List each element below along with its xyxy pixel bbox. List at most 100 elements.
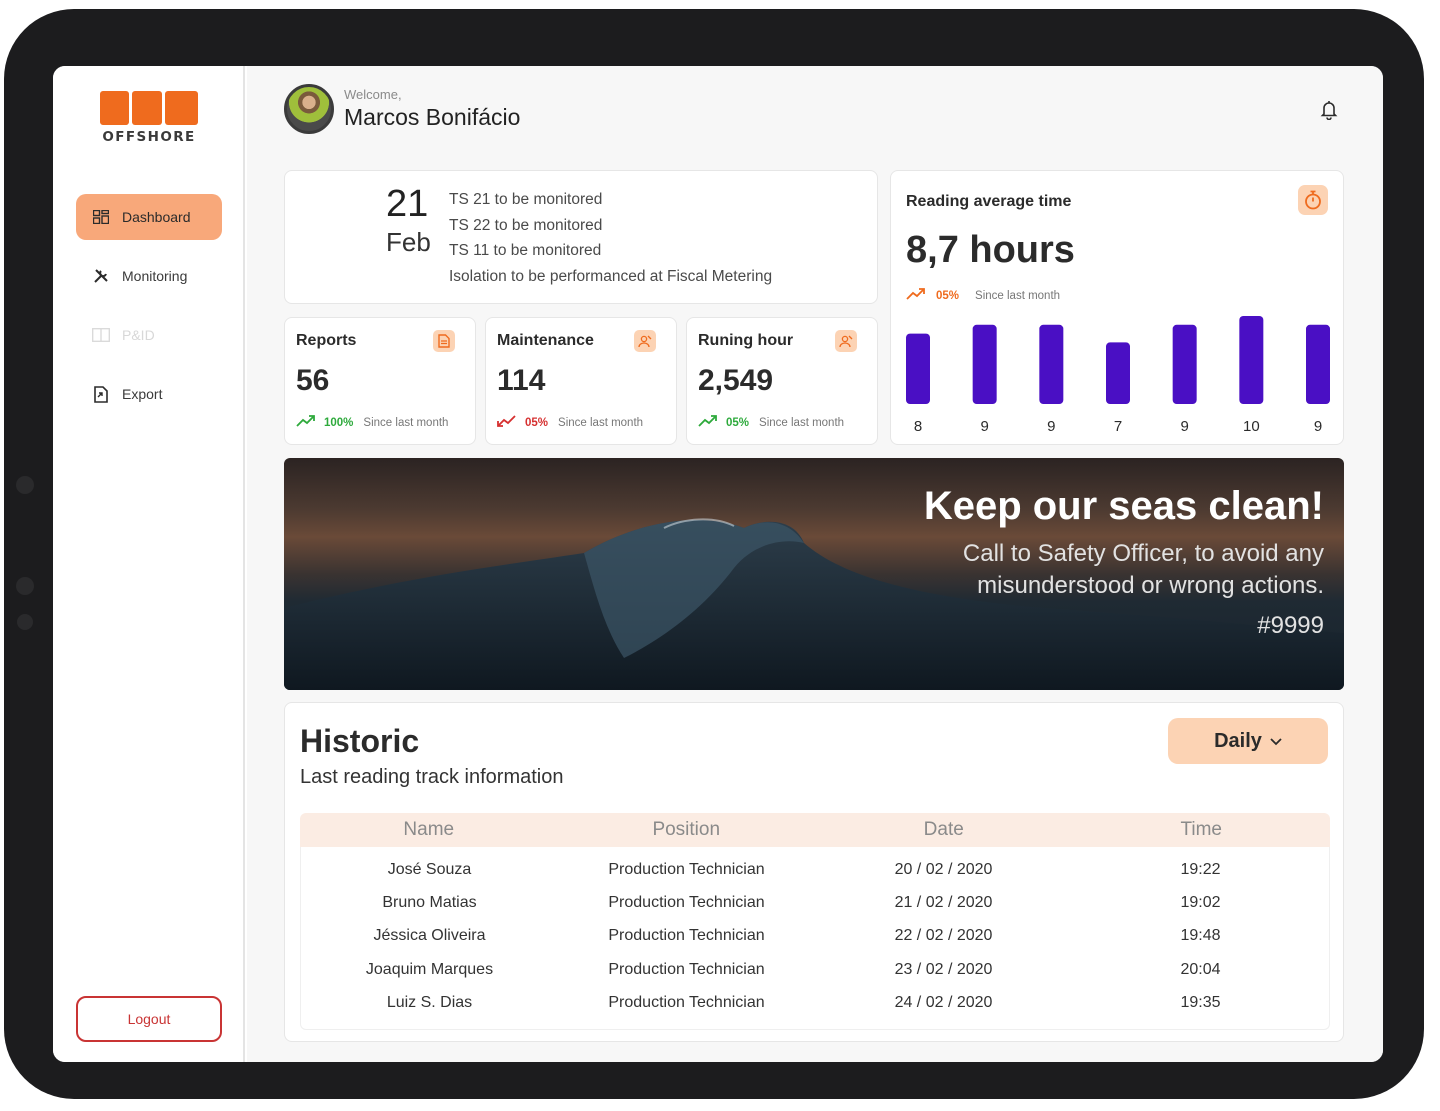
sidebar-item-label: P&ID [122,327,155,343]
task-item: TS 21 to be monitored [449,191,603,208]
stat-card-maintenance[interactable]: Maintenance 114 05% Since last month [485,317,677,445]
period-dropdown[interactable]: Daily [1168,718,1328,764]
welcome-label: Welcome, [344,87,402,102]
bar-value-label: 9 [1180,418,1188,435]
sidebar-item-label: Dashboard [122,209,191,225]
table-header: Name Position Date Time [300,813,1330,847]
task-item: Isolation to be performanced at Fiscal M… [449,267,773,285]
cell-time: 19:02 [1180,894,1221,912]
trend-up-icon [296,415,316,430]
historic-card: Historic Last reading track information … [284,702,1344,1042]
sidebar: OFFSHORE Dashboard Monitoring P&ID [53,66,245,1062]
dashboard-icon [92,208,110,226]
sensor-dot [16,577,34,595]
notification-bell-icon[interactable] [1319,100,1339,121]
tools-icon [92,267,110,285]
avatar[interactable] [284,84,334,134]
sidebar-item-pid[interactable]: P&ID [76,312,222,358]
export-icon [92,385,110,403]
stat-card-reports[interactable]: Reports 56 100% Since last month [284,317,476,445]
worker-icon [835,330,857,352]
cell-position: Production Technician [608,894,765,912]
trend-down-icon [497,415,517,430]
stat-title: Maintenance [497,332,594,349]
date-month: Feb [386,227,431,257]
chart-bar [1239,316,1264,404]
cell-date: 20 / 02 / 2020 [894,861,993,878]
cell-position: Production Technician [608,993,765,1011]
stat-title: Runing hour [698,332,794,349]
date-tasks-card: 21 Feb TS 21 to be monitored TS 22 to be… [284,170,878,304]
column-header[interactable]: Position [652,819,721,840]
screen: OFFSHORE Dashboard Monitoring P&ID [53,66,1383,1062]
trend-since: Since last month [975,289,1061,302]
column-header[interactable]: Date [923,819,964,840]
trend-since: Since last month [363,416,449,429]
trend-percent: 05% [726,416,750,429]
trend-up-icon [906,288,926,303]
banner-subtitle: Call to Safety Officer, to avoid any mis… [962,540,1324,599]
main-content: Welcome, Marcos Bonifácio 21 Feb TS 21 t… [247,66,1383,1062]
user-name: Marcos Bonifácio [344,104,521,130]
historic-table: Name Position Date Time José Souza Produ… [300,813,1330,1030]
cell-position: Production Technician [608,861,765,878]
table-row[interactable]: Jéssica Oliveira Production Technician 2… [301,919,1329,952]
cell-time: 20:04 [1180,960,1221,978]
reading-average-card: Reading average time 8,7 hours 05% Since… [890,170,1344,445]
cell-date: 23 / 02 / 2020 [894,960,993,978]
cell-name: Joaquim Marques [365,960,494,978]
cell-date: 22 / 02 / 2020 [894,927,993,945]
task-item: TS 11 to be monitored [449,242,602,259]
book-icon [92,326,110,344]
stat-title: Reports [296,332,357,349]
sidebar-item-monitoring[interactable]: Monitoring [76,253,222,299]
banner-hashtag: #9999 [1257,612,1324,639]
date-day: 21 [386,183,429,225]
column-header[interactable]: Time [1180,819,1223,840]
logo-mark [100,91,198,125]
sidebar-item-export[interactable]: Export [76,371,222,417]
cell-time: 19:22 [1180,861,1221,878]
table-body: José Souza Production Technician 20 / 02… [300,847,1330,1030]
sbm-logo: OFFSHORE [100,91,198,145]
trend-up-icon [698,415,718,430]
sidebar-item-label: Export [122,386,163,402]
stat-card-running-hour[interactable]: Runing hour 2,549 05% Since last month [686,317,878,445]
camera-dot [16,476,34,494]
stat-trend: 05% Since last month [497,415,643,430]
cell-time: 19:35 [1180,993,1221,1011]
chart-bar [1306,324,1330,404]
wave-image [284,518,1344,690]
table-row[interactable]: Joaquim Marques Production Technician 23… [301,953,1329,986]
table-row[interactable]: Luiz S. Dias Production Technician 24 / … [301,986,1329,1019]
cell-name: Jéssica Oliveira [373,927,486,945]
chart-bar [906,333,930,404]
sidebar-item-dashboard[interactable]: Dashboard [76,194,222,240]
historic-title: Historic [300,723,420,759]
bar-value-label: 10 [1243,418,1260,435]
reading-trend: 05% Since last month [906,288,1060,303]
trend-percent: 05% [936,289,960,302]
tablet-frame: OFFSHORE Dashboard Monitoring P&ID [4,9,1424,1099]
column-header[interactable]: Name [403,819,455,840]
reading-bar-chart: 8 9 9 7 9 10 9 [906,316,1330,435]
chart-bar [1172,324,1197,404]
period-dropdown-label: Daily [1214,729,1262,752]
logout-button[interactable]: Logout [76,996,222,1042]
trend-since: Since last month [759,416,845,429]
stat-value: 2,549 [698,364,774,397]
trend-percent: 05% [525,416,549,429]
stat-trend: 05% Since last month [698,415,844,430]
cell-position: Production Technician [608,927,765,945]
welcome-header: Welcome, Marcos Bonifácio [284,84,520,134]
historic-subtitle: Last reading track information [300,766,564,788]
banner-title: Keep our seas clean! [923,484,1324,528]
table-row[interactable]: Bruno Matias Production Technician 21 / … [301,886,1329,919]
reading-title: Reading average time [906,193,1072,210]
table-row[interactable]: José Souza Production Technician 20 / 02… [301,853,1329,886]
bar-value-label: 9 [1314,418,1322,435]
cell-name: Luiz S. Dias [386,993,473,1011]
logo-text: OFFSHORE [102,129,196,145]
worker-icon [634,330,656,352]
stat-value: 114 [497,364,546,397]
